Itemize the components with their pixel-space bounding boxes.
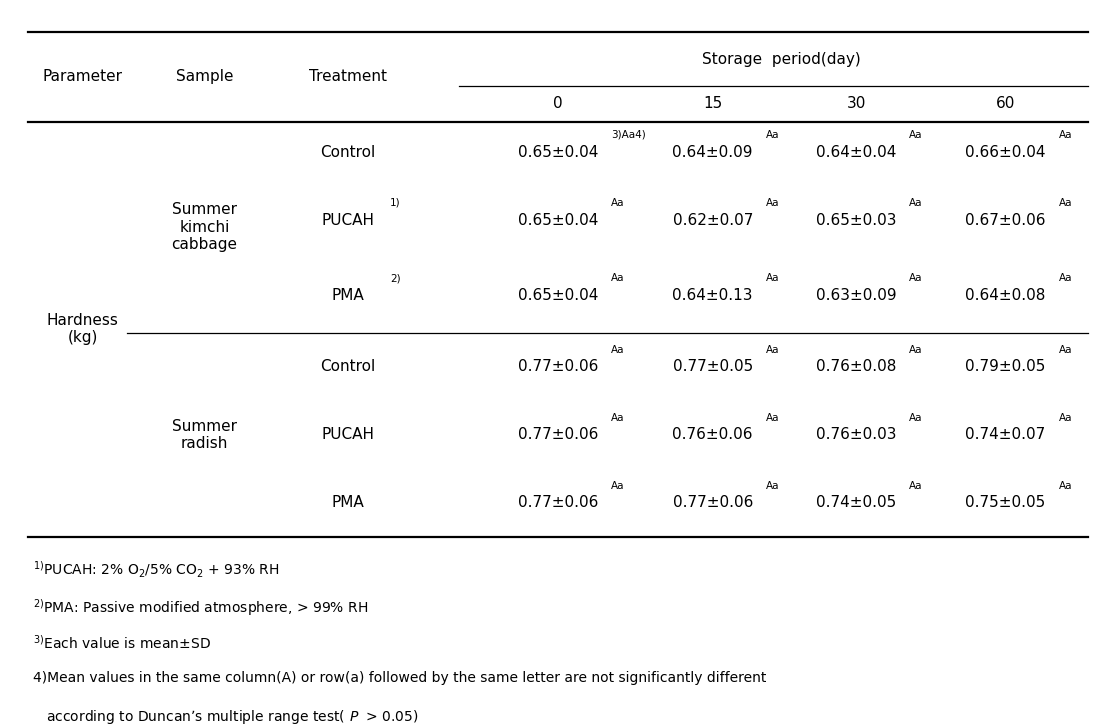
Text: 0.64±0.13: 0.64±0.13 (673, 288, 753, 303)
Text: 0.77±0.06: 0.77±0.06 (518, 427, 598, 442)
Text: 3)Aa4): 3)Aa4) (611, 130, 645, 140)
Text: Sample: Sample (176, 69, 233, 84)
Text: Treatment: Treatment (309, 69, 387, 84)
Text: 0.65±0.04: 0.65±0.04 (518, 145, 598, 159)
Text: 0.65±0.04: 0.65±0.04 (518, 288, 598, 303)
Text: Parameter: Parameter (43, 69, 123, 84)
Text: 1): 1) (390, 198, 401, 208)
Text: according to Duncan’s multiple range test(  $\it{P}$  > 0.05): according to Duncan’s multiple range tes… (33, 708, 419, 727)
Text: 2): 2) (390, 273, 401, 283)
Text: 0.76±0.08: 0.76±0.08 (817, 359, 896, 374)
Text: 0.67±0.06: 0.67±0.06 (966, 213, 1045, 228)
Text: PMA: PMA (332, 495, 365, 510)
Text: Storage  period(day): Storage period(day) (703, 52, 861, 66)
Text: Control: Control (320, 145, 376, 159)
Text: Aa: Aa (611, 413, 624, 422)
Text: Aa: Aa (611, 344, 624, 355)
Text: Aa: Aa (766, 198, 779, 208)
Text: $^{1)}$PUCAH: 2% O$_2$/5% CO$_2$ + 93% RH: $^{1)}$PUCAH: 2% O$_2$/5% CO$_2$ + 93% R… (33, 560, 280, 580)
Text: Aa: Aa (909, 413, 923, 422)
Text: 0.74±0.05: 0.74±0.05 (817, 495, 896, 510)
Text: Aa: Aa (611, 480, 624, 491)
Text: PUCAH: PUCAH (322, 427, 375, 442)
Text: 0.63±0.09: 0.63±0.09 (817, 288, 896, 303)
Text: PMA: PMA (332, 288, 365, 303)
Text: 60: 60 (996, 96, 1015, 111)
Text: $^{2)}$PMA: Passive modified atmosphere, > 99% RH: $^{2)}$PMA: Passive modified atmosphere,… (33, 597, 368, 618)
Text: Aa: Aa (766, 480, 779, 491)
Text: Aa: Aa (909, 344, 923, 355)
Text: Aa: Aa (909, 273, 923, 283)
Text: Aa: Aa (1059, 480, 1072, 491)
Text: 0.77±0.06: 0.77±0.06 (518, 359, 598, 374)
Text: 0.76±0.06: 0.76±0.06 (673, 427, 753, 442)
Text: Aa: Aa (1059, 344, 1072, 355)
Text: Aa: Aa (1059, 130, 1072, 140)
Text: Aa: Aa (766, 344, 779, 355)
Text: Aa: Aa (766, 413, 779, 422)
Text: 0.75±0.05: 0.75±0.05 (966, 495, 1045, 510)
Text: 0.64±0.09: 0.64±0.09 (673, 145, 753, 159)
Text: Aa: Aa (1059, 273, 1072, 283)
Text: Aa: Aa (1059, 198, 1072, 208)
Text: 0.77±0.06: 0.77±0.06 (518, 495, 598, 510)
Text: 0.79±0.05: 0.79±0.05 (966, 359, 1045, 374)
Text: Aa: Aa (909, 198, 923, 208)
Text: Summer
radish: Summer radish (172, 419, 236, 451)
Text: 4)Mean values in the same column(A) or row(a) followed by the same letter are no: 4)Mean values in the same column(A) or r… (33, 671, 767, 685)
Text: 0.65±0.04: 0.65±0.04 (518, 213, 598, 228)
Text: Aa: Aa (766, 273, 779, 283)
Text: 0.77±0.05: 0.77±0.05 (673, 359, 753, 374)
Text: Aa: Aa (1059, 413, 1072, 422)
Text: Summer
kimchi
cabbage: Summer kimchi cabbage (171, 202, 238, 252)
Text: 0.62±0.07: 0.62±0.07 (673, 213, 753, 228)
Text: 0: 0 (554, 96, 562, 111)
Text: 0.74±0.07: 0.74±0.07 (966, 427, 1045, 442)
Text: $^{3)}$Each value is mean±SD: $^{3)}$Each value is mean±SD (33, 634, 211, 652)
Text: 0.64±0.04: 0.64±0.04 (817, 145, 896, 159)
Text: 0.66±0.04: 0.66±0.04 (966, 145, 1045, 159)
Text: PUCAH: PUCAH (322, 213, 375, 228)
Text: 0.65±0.03: 0.65±0.03 (817, 213, 896, 228)
Text: 0.76±0.03: 0.76±0.03 (817, 427, 896, 442)
Text: 0.77±0.06: 0.77±0.06 (673, 495, 753, 510)
Text: Aa: Aa (611, 273, 624, 283)
Text: 30: 30 (846, 96, 866, 111)
Text: Control: Control (320, 359, 376, 374)
Text: Hardness
(kg): Hardness (kg) (46, 313, 119, 345)
Text: Aa: Aa (909, 130, 923, 140)
Text: 15: 15 (703, 96, 723, 111)
Text: Aa: Aa (909, 480, 923, 491)
Text: 0.64±0.08: 0.64±0.08 (966, 288, 1045, 303)
Text: Aa: Aa (611, 198, 624, 208)
Text: Aa: Aa (766, 130, 779, 140)
